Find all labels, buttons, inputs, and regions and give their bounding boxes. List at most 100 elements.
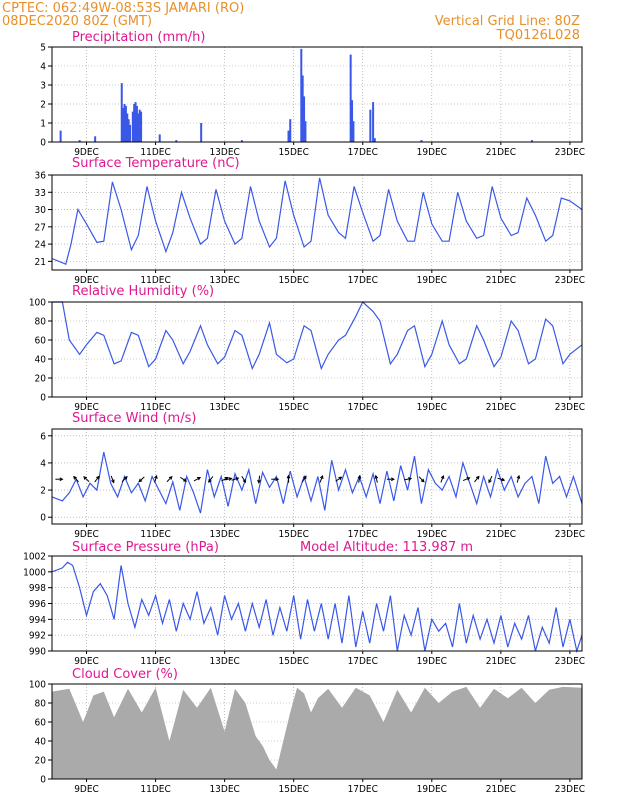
pressure-ytick-label: 996 [29, 599, 46, 610]
wind-arrow-shaft [110, 475, 115, 483]
precip-bar [120, 83, 123, 142]
pressure-xtick-label: 15DEC [279, 656, 309, 667]
rh-xtick-label: 9DEC [74, 402, 99, 413]
temp-xtick-label: 17DEC [348, 275, 378, 286]
cloud-ytick-label: 20 [35, 756, 47, 767]
pressure-ytick-label: 1000 [23, 567, 46, 578]
rh-xtick-label: 17DEC [348, 402, 378, 413]
wind-ytick-label: 2 [40, 486, 46, 497]
wind-xtick-label: 23DEC [555, 529, 585, 540]
wind-arrow [516, 474, 521, 483]
panel-cloud: 0 20 40 60 80 100 9DEC 11DEC 13DEC 15DEC 17DEC 19DE… [29, 680, 585, 796]
precip-bar [301, 75, 304, 142]
wind-arrow-head [73, 475, 77, 480]
wind-arrow-head [466, 477, 471, 481]
cloud-xtick-label: 19DEC [417, 784, 447, 795]
wind-arrow-shaft [319, 475, 324, 483]
precip-ytick-label: 0 [40, 138, 46, 149]
pressure-xtick-label: 23DEC [555, 656, 585, 667]
cloud-frame [51, 683, 583, 780]
temp-xtick-label: 9DEC [74, 275, 99, 286]
wind-arrow-head [208, 479, 212, 483]
precip-bar [200, 123, 203, 142]
wind-arrow-head [59, 477, 64, 482]
precip-xtick-label: 17DEC [348, 147, 378, 158]
wind-arrow [224, 477, 233, 481]
wind-arrow-head [197, 477, 202, 481]
wind-arrow-head [235, 477, 240, 481]
wind-arrow-shaft [94, 476, 100, 483]
precip-bar [303, 96, 306, 142]
wind-arrow-head [183, 478, 187, 482]
wind-arrow-head [338, 476, 343, 481]
precip-ytick-label: 1 [40, 119, 46, 130]
wind-arrow-shaft [358, 475, 361, 483]
precip-bar [78, 140, 81, 142]
precip-xtick-label: 23DEC [555, 147, 585, 158]
wind-frame [51, 428, 583, 525]
precip-xtick-label: 19DEC [417, 147, 447, 158]
precip-bar [304, 121, 307, 142]
wind-arrow-head [390, 477, 395, 482]
wind-arrow-shaft [180, 476, 187, 482]
wind-arrow [231, 477, 240, 481]
precip-bar [59, 130, 62, 142]
panel-pressure: 990 992 994 996 998 1000 1002 9DEC 11DEC 13DEC 15D… [23, 552, 585, 668]
panel-wind: 0 2 4 6 9DEC 11DEC 13DEC 15DEC 17DEC 19DEC 21DEC 23… [40, 428, 585, 540]
wind-arrow-shaft [375, 475, 378, 483]
wind-arrow [55, 477, 64, 482]
wind-arrow-head [275, 477, 280, 482]
temp-xtick-label: 19DEC [417, 275, 447, 286]
rh-ytick-label: 80 [35, 317, 47, 328]
temp-ytick-label: 36 [35, 171, 47, 182]
precip-xtick-label: 9DEC [74, 147, 99, 158]
wind-arrow-shaft [83, 476, 90, 482]
precip-xtick-label: 21DEC [486, 147, 516, 158]
cloud-ytick-label: 100 [29, 680, 46, 691]
pressure-xtick-label: 17DEC [348, 656, 378, 667]
temp-ytick-label: 24 [35, 240, 47, 251]
temp-ytick-label: 27 [35, 222, 46, 233]
cloud-ytick-label: 40 [35, 737, 47, 748]
precip-bar [124, 105, 127, 142]
wind-arrow-shaft [258, 475, 261, 483]
temp-xtick-label: 21DEC [486, 275, 516, 286]
precip-xtick-label: 11DEC [140, 147, 170, 158]
wind-arrow-shaft [73, 476, 79, 483]
wind-arrow-shaft [241, 475, 246, 483]
precip-bar [123, 104, 126, 142]
wind-arrow [166, 475, 173, 483]
precip-ytick-label: 4 [40, 62, 46, 73]
wind-arrow-head [242, 479, 247, 484]
wind-arrow [357, 474, 362, 483]
rh-ytick-label: 100 [29, 298, 46, 309]
cloud-xtick-label: 21DEC [486, 784, 516, 795]
rh-ytick-label: 60 [35, 336, 47, 347]
wind-arrow [193, 477, 202, 482]
wind-arrow-head [374, 474, 379, 479]
rh-line [52, 301, 583, 371]
precip-bar [300, 48, 303, 142]
wind-arrow [271, 477, 280, 482]
pressure-ytick-label: 990 [29, 647, 46, 658]
wind-xtick-label: 11DEC [140, 529, 170, 540]
wind-arrow [440, 474, 445, 483]
cloud-xtick-label: 23DEC [555, 784, 585, 795]
precip-ytick-label: 5 [40, 43, 46, 54]
wind-arrow-shaft [404, 478, 412, 481]
precip-bar [369, 109, 372, 142]
wind-arrow-head [111, 479, 115, 484]
rh-xtick-label: 23DEC [555, 402, 585, 413]
temp-xtick-label: 11DEC [140, 275, 170, 286]
header-line2: 08DEC2020 80Z (GMT) [2, 14, 152, 29]
temp-ytick-label: 33 [35, 188, 46, 199]
precip-bar [351, 100, 354, 142]
panel-precip: 0 1 2 3 4 5 9DEC 11DEC 13DEC 15DEC 17DEC 19DEC 21DEC… [40, 43, 585, 159]
wind-arrow-head [123, 475, 128, 480]
precip-bar [352, 121, 355, 142]
precip-bar [140, 111, 143, 142]
wind-arrow [241, 475, 247, 484]
wind-arrow [208, 476, 214, 483]
panel-precip-title: Precipitation (mm/h) [72, 30, 205, 45]
